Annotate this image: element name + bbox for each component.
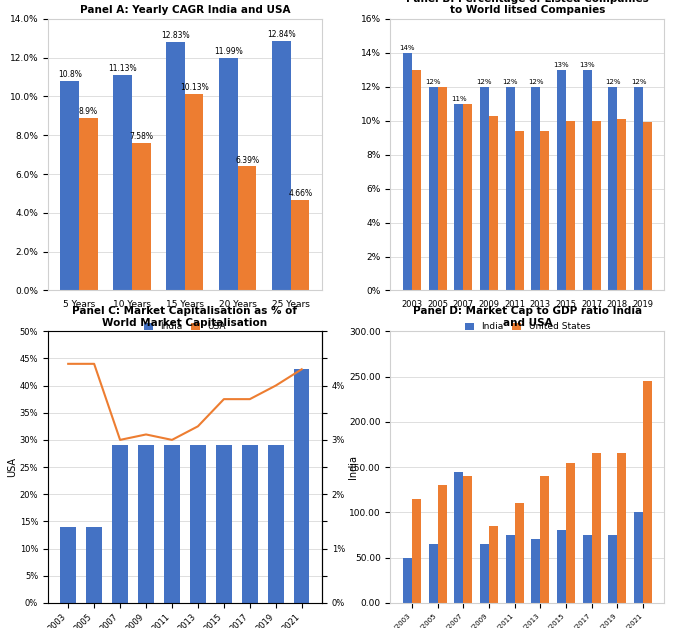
- USA: [272, 382, 280, 389]
- Bar: [634, 87, 643, 291]
- USA: [90, 360, 98, 367]
- Bar: [273, 41, 291, 291]
- Bar: [566, 463, 575, 603]
- Y-axis label: India: India: [348, 455, 358, 479]
- Bar: [608, 87, 617, 291]
- Text: 11.99%: 11.99%: [214, 47, 243, 56]
- Text: 12%: 12%: [528, 79, 543, 85]
- Legend: India, USA: India, USA: [140, 318, 229, 335]
- Bar: [583, 70, 592, 291]
- Text: 12%: 12%: [631, 79, 646, 85]
- Bar: [429, 87, 438, 291]
- Bar: [557, 531, 566, 603]
- Bar: [592, 121, 601, 291]
- USA: [297, 365, 306, 373]
- Text: 13%: 13%: [553, 62, 569, 68]
- Bar: [643, 381, 652, 603]
- Y-axis label: USA: USA: [7, 457, 17, 477]
- Title: Panel B: Percentage of Listed Companies
to World litsed Companies: Panel B: Percentage of Listed Companies …: [406, 0, 649, 15]
- Bar: [557, 70, 566, 291]
- Bar: [438, 87, 447, 291]
- Text: 12.84%: 12.84%: [267, 30, 296, 40]
- Bar: [506, 535, 514, 603]
- Bar: [86, 527, 102, 603]
- Text: 12%: 12%: [502, 79, 518, 85]
- Bar: [164, 445, 179, 603]
- USA: [194, 423, 202, 430]
- Bar: [60, 81, 79, 291]
- Bar: [219, 58, 238, 291]
- Text: 7.58%: 7.58%: [129, 133, 153, 141]
- Bar: [403, 558, 412, 603]
- Bar: [634, 512, 643, 603]
- Bar: [583, 535, 592, 603]
- USA: [220, 396, 228, 403]
- Bar: [540, 476, 549, 603]
- Text: 12%: 12%: [477, 79, 493, 85]
- Text: 6.39%: 6.39%: [235, 156, 260, 165]
- Text: 10.13%: 10.13%: [180, 83, 209, 92]
- USA: [142, 431, 150, 438]
- Bar: [514, 131, 523, 291]
- Bar: [540, 131, 549, 291]
- Text: 12%: 12%: [425, 79, 441, 85]
- Bar: [185, 94, 203, 291]
- USA: [246, 396, 254, 403]
- Bar: [403, 53, 412, 291]
- Text: 12%: 12%: [605, 79, 621, 85]
- Text: 11.13%: 11.13%: [108, 63, 137, 73]
- Bar: [489, 526, 498, 603]
- USA: [168, 436, 176, 443]
- Text: 4.66%: 4.66%: [288, 189, 312, 198]
- Text: 10.8%: 10.8%: [58, 70, 82, 79]
- Bar: [506, 87, 514, 291]
- Bar: [480, 544, 489, 603]
- Text: 14%: 14%: [399, 45, 415, 51]
- Bar: [79, 118, 97, 291]
- Title: Panel D: Market Cap to GDP ratio India
and USA: Panel D: Market Cap to GDP ratio India a…: [413, 306, 642, 328]
- Bar: [138, 445, 154, 603]
- Line: USA: USA: [68, 364, 301, 440]
- Title: Panel C: Market Capitalisation as % of
World Market Capitalisation: Panel C: Market Capitalisation as % of W…: [73, 306, 297, 328]
- Bar: [608, 535, 617, 603]
- Bar: [238, 166, 256, 291]
- Bar: [429, 544, 438, 603]
- Bar: [114, 75, 132, 291]
- Bar: [514, 503, 523, 603]
- Legend: India, United States: India, United States: [461, 318, 594, 335]
- Bar: [438, 485, 447, 603]
- Bar: [480, 87, 489, 291]
- USA: [116, 436, 124, 443]
- Bar: [60, 527, 76, 603]
- Bar: [132, 143, 151, 291]
- USA: [64, 360, 73, 367]
- Text: 13%: 13%: [580, 62, 595, 68]
- Bar: [643, 122, 652, 291]
- Bar: [454, 104, 463, 291]
- Bar: [566, 121, 575, 291]
- Bar: [412, 499, 421, 603]
- Bar: [617, 119, 626, 291]
- Bar: [190, 445, 205, 603]
- Bar: [112, 445, 128, 603]
- Bar: [532, 87, 540, 291]
- Bar: [291, 200, 310, 291]
- Text: 12.83%: 12.83%: [162, 31, 190, 40]
- Bar: [489, 116, 498, 291]
- Bar: [454, 472, 463, 603]
- Bar: [617, 453, 626, 603]
- Text: 11%: 11%: [451, 96, 466, 102]
- Bar: [412, 70, 421, 291]
- Title: Panel A: Yearly CAGR India and USA: Panel A: Yearly CAGR India and USA: [79, 5, 290, 15]
- Bar: [532, 539, 540, 603]
- Bar: [216, 445, 232, 603]
- Bar: [268, 445, 284, 603]
- Bar: [166, 41, 185, 291]
- Bar: [242, 445, 258, 603]
- Bar: [592, 453, 601, 603]
- Bar: [463, 476, 472, 603]
- Bar: [463, 104, 472, 291]
- Bar: [294, 369, 310, 603]
- Text: 8.9%: 8.9%: [79, 107, 98, 116]
